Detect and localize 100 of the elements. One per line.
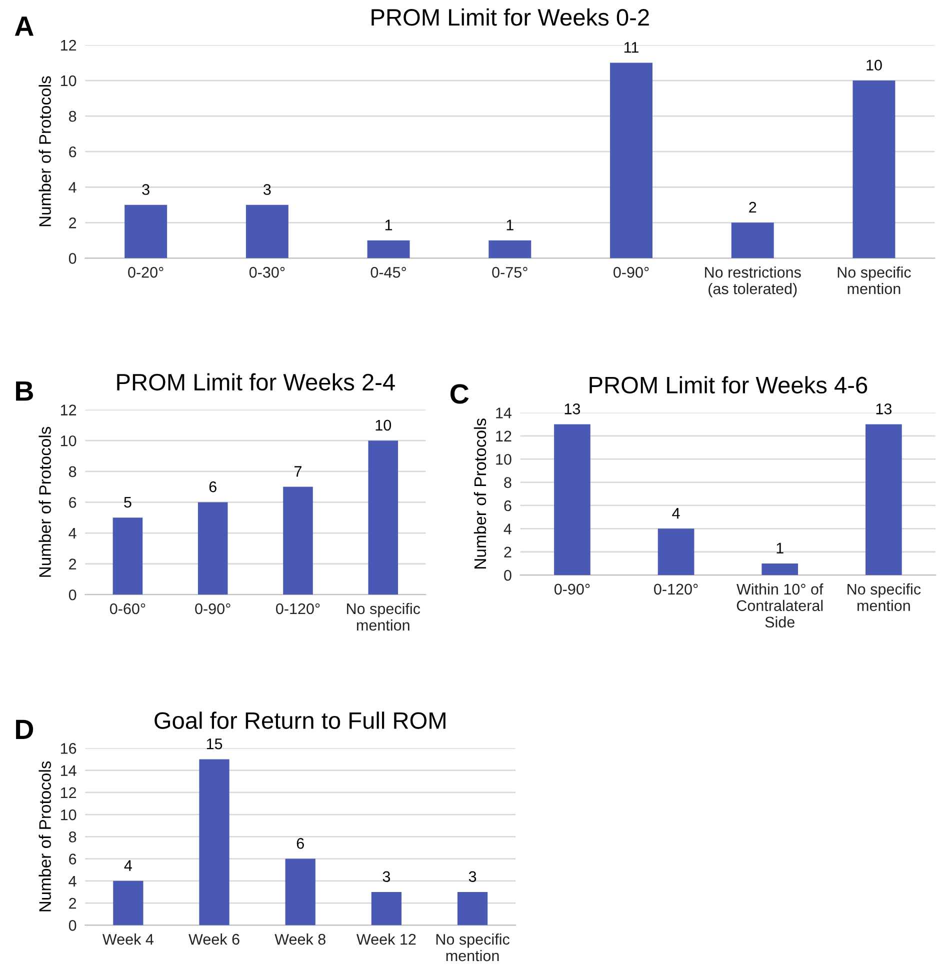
x-tick-label: No specific mention bbox=[848, 583, 921, 612]
y-tick-label: 8 bbox=[68, 466, 76, 478]
y-tick-label: 0 bbox=[68, 920, 76, 931]
bar bbox=[285, 858, 316, 926]
data-label: 3 bbox=[468, 871, 476, 882]
y-tick-label: 6 bbox=[504, 500, 512, 512]
bar bbox=[368, 440, 398, 595]
y-tick-label: 12 bbox=[496, 430, 512, 442]
data-label: 6 bbox=[296, 838, 304, 849]
y-tick-label: 0 bbox=[68, 253, 76, 264]
data-label: 4 bbox=[124, 860, 132, 871]
y-tick-label: 14 bbox=[496, 408, 512, 418]
x-tick-label: No restrictions (as tolerated) bbox=[705, 266, 801, 298]
text: B bbox=[16, 381, 33, 401]
y-tick-label: 8 bbox=[68, 832, 76, 842]
y-tick-label: 8 bbox=[68, 110, 76, 122]
y-axis-title: Number of Protocols bbox=[38, 76, 51, 226]
chart-title: Goal for Return to Full ROM bbox=[154, 712, 446, 729]
data-label: 7 bbox=[294, 466, 302, 477]
y-tick-label: 6 bbox=[69, 146, 76, 158]
y-tick-label: 2 bbox=[504, 546, 512, 558]
x-tick-label: Within 10° of Contralateral Side bbox=[736, 583, 824, 628]
y-tick-label: 4 bbox=[68, 528, 76, 539]
data-label: 10 bbox=[376, 420, 392, 431]
bar bbox=[852, 80, 896, 258]
y-tick-label: 0 bbox=[68, 589, 76, 600]
data-label: 1 bbox=[385, 220, 392, 230]
x-tick-label: 0-45° bbox=[370, 266, 406, 278]
y-tick-label: 10 bbox=[496, 454, 512, 465]
bar bbox=[488, 240, 532, 258]
data-label: 13 bbox=[564, 404, 580, 414]
bar bbox=[554, 424, 590, 576]
data-label: 3 bbox=[142, 184, 150, 195]
y-tick-label: 0 bbox=[504, 570, 512, 581]
bar bbox=[658, 528, 694, 576]
bar bbox=[283, 486, 313, 595]
x-tick-label: Week 4 bbox=[102, 934, 154, 945]
x-tick-label: No specific mention bbox=[347, 602, 420, 631]
x-tick-label: 0-60° bbox=[110, 603, 146, 614]
data-label: 5 bbox=[124, 496, 132, 508]
bar bbox=[731, 222, 774, 258]
data-label: 1 bbox=[776, 542, 784, 554]
data-label: 1 bbox=[506, 220, 514, 230]
x-tick-label: 0-120° bbox=[654, 584, 698, 595]
data-label: 3 bbox=[382, 871, 390, 882]
y-tick-label: 12 bbox=[60, 787, 76, 798]
bar bbox=[198, 502, 228, 595]
data-label: 15 bbox=[206, 738, 222, 750]
y-axis-title: Number of Protocols bbox=[474, 418, 486, 568]
y-tick-label: 10 bbox=[60, 435, 76, 446]
bar bbox=[199, 759, 230, 926]
x-tick-label: Week 12 bbox=[356, 934, 416, 945]
y-tick-label: 12 bbox=[60, 404, 76, 416]
x-tick-label: No specific mention bbox=[838, 266, 911, 294]
y-tick-label: 10 bbox=[60, 809, 76, 820]
y-tick-label: 2 bbox=[69, 558, 76, 570]
data-label: 11 bbox=[624, 42, 638, 53]
x-tick-label: 0-20° bbox=[128, 266, 164, 278]
x-tick-label: 0-90° bbox=[195, 603, 230, 614]
x-tick-label: Week 6 bbox=[188, 934, 240, 945]
x-tick-label: 0-120° bbox=[276, 603, 320, 614]
y-tick-label: 8 bbox=[504, 477, 512, 488]
bar bbox=[762, 563, 798, 576]
y-axis-title: Number of Protocols bbox=[38, 426, 51, 577]
y-tick-label: 10 bbox=[60, 75, 76, 86]
bar bbox=[246, 204, 288, 258]
data-label: 3 bbox=[264, 184, 271, 195]
data-label: 2 bbox=[749, 202, 756, 213]
bar bbox=[457, 892, 488, 926]
text: C bbox=[450, 384, 469, 404]
text: A bbox=[14, 16, 34, 36]
x-tick-label: 0-90° bbox=[614, 266, 649, 278]
y-tick-label: 12 bbox=[60, 40, 76, 51]
text: D bbox=[16, 720, 34, 739]
x-tick-label: 0-90° bbox=[554, 584, 590, 595]
y-tick-label: 4 bbox=[68, 182, 76, 193]
y-tick-label: 16 bbox=[60, 743, 76, 754]
bar bbox=[371, 892, 402, 926]
y-tick-label: 14 bbox=[60, 765, 76, 776]
y-tick-label: 2 bbox=[69, 218, 76, 228]
data-label: 10 bbox=[866, 60, 882, 71]
bar bbox=[112, 518, 143, 595]
y-tick-label: 4 bbox=[504, 524, 512, 534]
y-tick-label: 6 bbox=[69, 497, 76, 508]
y-tick-label: 4 bbox=[68, 876, 76, 886]
chart-title: PROM Limit for Weeks 4-6 bbox=[590, 376, 868, 394]
bar bbox=[866, 424, 902, 576]
y-tick-label: 6 bbox=[69, 854, 76, 864]
chart-title: PROM Limit for Weeks 2-4 bbox=[117, 373, 395, 391]
y-axis-title: Number of Protocols bbox=[38, 761, 51, 912]
y-tick-label: 2 bbox=[69, 898, 76, 909]
x-tick-label: Week 8 bbox=[274, 934, 326, 945]
bar bbox=[367, 240, 410, 258]
bar bbox=[113, 880, 144, 926]
data-label: 13 bbox=[876, 404, 892, 414]
x-tick-label: No specific mention bbox=[436, 934, 510, 962]
data-label: 4 bbox=[672, 508, 680, 519]
x-tick-label: 0-75° bbox=[492, 266, 528, 278]
x-tick-label: 0-30° bbox=[249, 266, 285, 278]
bar bbox=[610, 62, 652, 258]
